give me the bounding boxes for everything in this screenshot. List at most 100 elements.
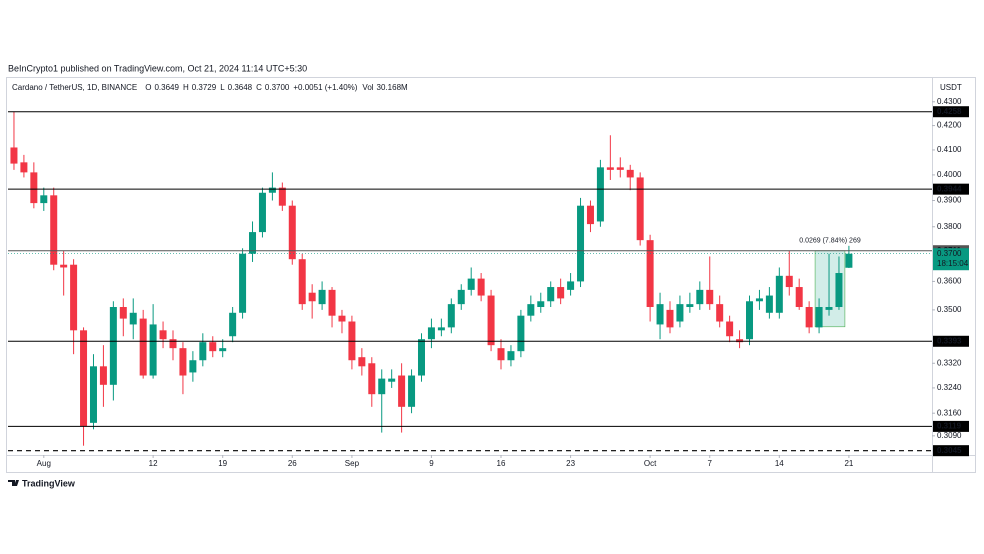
chart-pane xyxy=(6,77,976,473)
legend-key: C xyxy=(256,83,262,92)
candle-body xyxy=(845,253,853,268)
legend-key: Vol xyxy=(362,83,373,92)
candle-body xyxy=(825,307,833,310)
candle-body xyxy=(736,339,744,343)
candle-body xyxy=(249,232,257,254)
candle-body xyxy=(338,315,346,322)
candle-body xyxy=(696,289,704,305)
candle-body xyxy=(507,351,515,361)
x-tick-label: 14 xyxy=(775,459,784,468)
x-tick-label: 21 xyxy=(844,459,853,468)
level-tag xyxy=(933,335,969,347)
measure-label: 0.0269 (7.84%) 269 xyxy=(799,238,861,245)
candle-body xyxy=(60,264,68,268)
candle-body xyxy=(557,287,565,299)
candle-body xyxy=(666,309,674,328)
candle-body xyxy=(487,295,495,346)
candle-body xyxy=(179,348,187,376)
candle-body xyxy=(358,357,366,367)
y-tick-label: 0.3240 xyxy=(937,383,962,392)
last-price-tag xyxy=(933,248,969,271)
candle-body xyxy=(765,295,773,313)
candle-body xyxy=(746,301,754,340)
publish-header: BeInCrypto1 published on TradingView.com… xyxy=(8,63,307,73)
candle-body xyxy=(477,278,485,296)
y-tick-label: 0.4200 xyxy=(937,121,962,130)
candle-body xyxy=(537,301,545,308)
candle-body xyxy=(20,162,28,173)
candle-body xyxy=(99,366,107,385)
countdown: 18:15:04 xyxy=(937,259,969,268)
candle-body xyxy=(209,342,217,352)
legend-value: 30.168M xyxy=(377,83,408,92)
y-tick-label: 0.3500 xyxy=(937,305,962,314)
candle-body xyxy=(775,275,783,313)
x-tick-label: Aug xyxy=(37,459,51,468)
candle-body xyxy=(80,330,88,427)
candle-body xyxy=(616,167,624,170)
candle-body xyxy=(835,273,843,308)
candle-body xyxy=(378,378,386,395)
candle-body xyxy=(308,292,316,302)
candle-body xyxy=(129,312,137,325)
legend-key: L xyxy=(220,83,225,92)
candle-body xyxy=(527,304,535,316)
x-tick-label: Sep xyxy=(345,459,360,468)
x-tick-label: 26 xyxy=(288,459,297,468)
candle-body xyxy=(408,375,416,407)
candle-body xyxy=(596,167,604,222)
symbol: Cardano / TetherUS, 1D, BINANCE xyxy=(12,83,137,92)
tradingview-logo: TradingView xyxy=(8,478,76,488)
legend-value: 0.3649 xyxy=(154,83,179,92)
candle-body xyxy=(149,324,157,376)
level-label: 0.3119 xyxy=(937,422,962,431)
legend-value: 0.3648 xyxy=(228,83,253,92)
x-tick-label: 12 xyxy=(149,459,158,468)
candle-body xyxy=(368,363,376,395)
logo-icon xyxy=(8,480,19,486)
legend-change: +0.0051 (+1.40%) xyxy=(293,83,357,92)
candle-body xyxy=(706,289,714,305)
y-tick-label: 0.3160 xyxy=(937,408,962,417)
legend-value: 0.3729 xyxy=(192,83,217,92)
y-tick-label: 0.4100 xyxy=(937,145,962,154)
candle-body xyxy=(50,195,58,265)
y-tick-label: 0.4300 xyxy=(937,97,962,106)
level-label: 0.3944 xyxy=(937,184,962,193)
candle-body xyxy=(785,275,793,288)
level-label: 0.3045 xyxy=(937,446,962,455)
y-tick-label: 0.3090 xyxy=(937,431,962,440)
level-label: 0.4258 xyxy=(937,107,962,116)
candle-body xyxy=(567,281,575,290)
level-tag xyxy=(933,106,969,118)
candle-body xyxy=(795,287,803,308)
x-tick-label: Oct xyxy=(644,459,657,468)
x-tick-label: 16 xyxy=(497,459,506,468)
candle-body xyxy=(626,169,634,178)
candle-body xyxy=(388,378,396,382)
candle-body xyxy=(298,259,306,305)
y-tick-label: 0.4000 xyxy=(937,170,962,179)
y-tick-label: 0.3320 xyxy=(937,358,962,367)
level-tag xyxy=(933,445,969,457)
candle-body xyxy=(30,172,38,204)
candle-body xyxy=(318,289,326,305)
y-tick-label: 0.3600 xyxy=(937,277,962,286)
legend-key: O xyxy=(145,83,151,92)
candle-body xyxy=(437,327,445,331)
candle-body xyxy=(169,339,177,349)
candle-body xyxy=(159,330,167,340)
level-tag xyxy=(933,183,969,195)
candle-body xyxy=(726,321,734,337)
candle-body xyxy=(417,339,425,376)
candle-body xyxy=(646,240,654,308)
x-tick-label: 7 xyxy=(708,459,713,468)
candle-body xyxy=(258,192,266,233)
candle-body xyxy=(606,167,614,170)
y-tick-label: 0.3800 xyxy=(937,222,962,231)
candle-body xyxy=(457,289,465,305)
candle-body xyxy=(239,253,247,313)
x-tick-label: 9 xyxy=(429,459,434,468)
